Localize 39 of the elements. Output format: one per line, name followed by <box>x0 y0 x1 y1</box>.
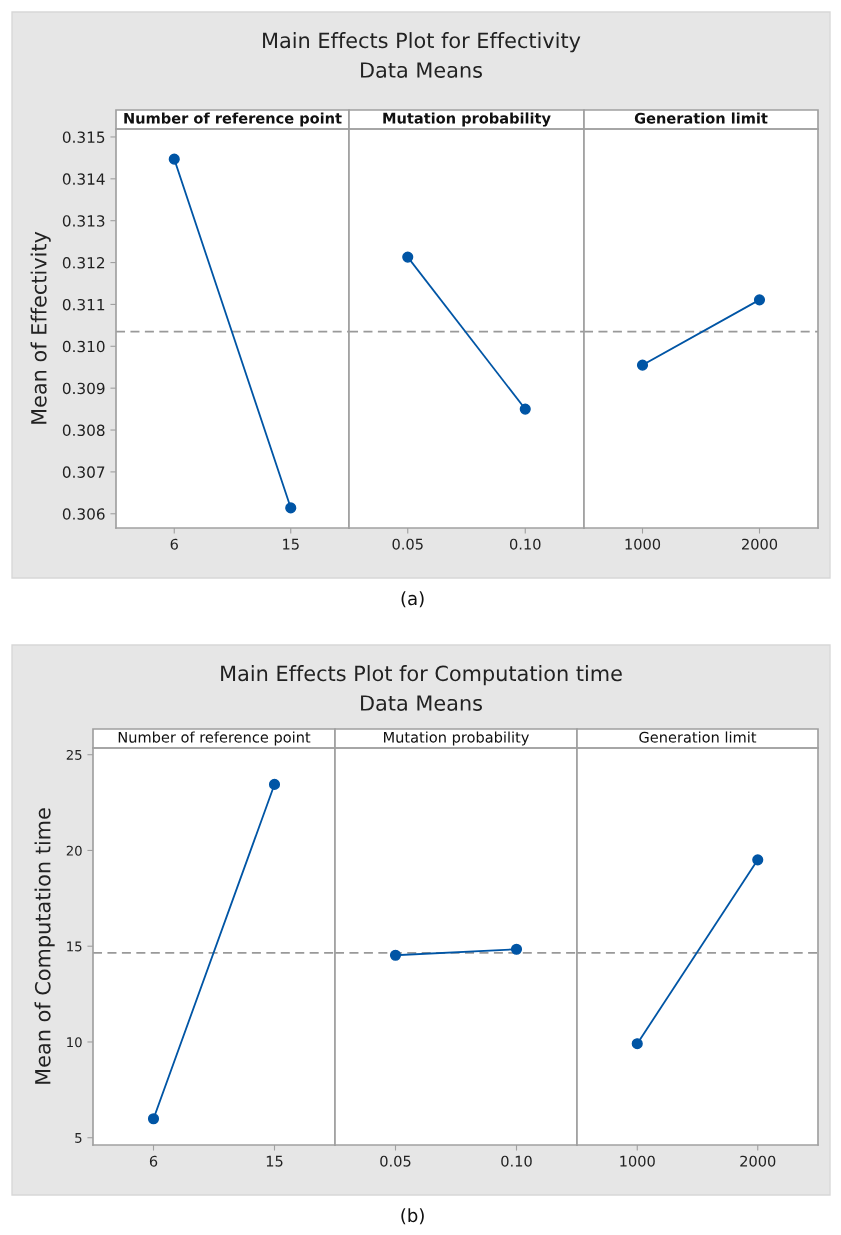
y-tick-label: 0.313 <box>62 215 105 227</box>
y-tick-label: 0.314 <box>62 173 105 185</box>
x-tick-label: 1000 <box>620 1155 655 1167</box>
y-tick-label: 10 <box>67 1037 82 1048</box>
text: Main Effects Plot for Computation time Data Means <box>221 665 622 711</box>
x-axis-title: Mutation probability <box>384 731 529 746</box>
x-tick-label: 2000 <box>740 1155 776 1167</box>
x-tick-label: 1000 <box>625 538 661 550</box>
y-tick-label: 20 <box>66 845 82 856</box>
y-tick-label: 0.312 <box>62 257 105 269</box>
y-axis-title: Mean of Effectivity <box>30 231 51 424</box>
x-axis-title: Generation limit <box>639 731 757 743</box>
x-tick-label: 0.05 <box>392 538 423 550</box>
x-tick-label: 15 <box>266 1155 283 1167</box>
text: (a) <box>401 591 424 608</box>
x-tick-label: 6 <box>149 1155 158 1167</box>
x-axis-title: Generation limit <box>634 112 768 124</box>
y-tick-label: 0.309 <box>62 382 105 395</box>
y-tick-label: 0.311 <box>62 298 105 311</box>
y-tick-label: 15 <box>67 941 82 952</box>
text: (b) <box>401 1208 424 1225</box>
x-tick-label: 2000 <box>742 538 778 550</box>
y-tick-label: 0.308 <box>62 424 105 437</box>
x-tick-label: 0.05 <box>380 1155 411 1167</box>
x-tick-label: 6 <box>170 538 178 550</box>
x-tick-label: 15 <box>283 538 299 550</box>
y-tick-label: 0.307 <box>62 466 105 478</box>
y-axis-title: Mean of Computation time <box>34 808 55 1084</box>
text: Main Effects Plot for Effectivity Data Means <box>263 32 581 78</box>
y-tick-label: 5 <box>75 1133 82 1143</box>
y-tick-label: 0.315 <box>62 131 105 143</box>
x-tick-label: 0.10 <box>501 1155 532 1167</box>
x-tick-label: 0.10 <box>509 538 541 550</box>
x-axis-title: Number of reference point <box>118 731 311 746</box>
x-axis-title: Mutation probability <box>383 112 551 127</box>
y-tick-label: 25 <box>66 749 82 760</box>
x-axis-title: Number of reference point <box>124 112 342 127</box>
y-tick-label: 0.310 <box>62 340 105 353</box>
y-tick-label: 0.306 <box>62 508 105 520</box>
